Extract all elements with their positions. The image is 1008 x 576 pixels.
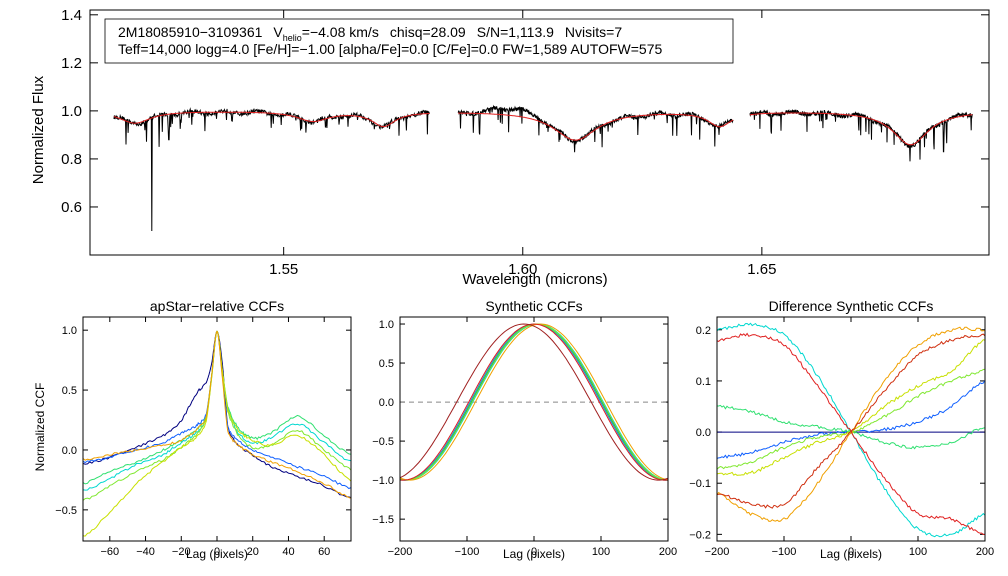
- annotation-vhelio-subscript: helio: [283, 33, 302, 43]
- synthetic-ccf-panel: Synthetic CCFs Lag (pixels) −200 −100 0 100…: [372, 298, 677, 561]
- difference-ccf-ticks: −200 −100 0 100 200 −0.2 −0.1 0.0 0.1 0.2: [689, 317, 994, 558]
- apstar-ccf-ticks: −60 −40 −20 0 20 40 60 −0.5 0.0 0.5 1.0: [55, 317, 351, 558]
- apstar-ccf-y-label: Normalized CCF: [33, 383, 47, 472]
- synthetic-ccf-line-7: [399, 323, 669, 481]
- difference-ccf-ytick-label: 0.2: [696, 325, 711, 337]
- annotation-line-2: Teff=14,000 logg=4.0 [Fe/H]=−1.00 [alpha…: [118, 41, 662, 57]
- synthetic-ccf-xtick-label: 100: [592, 546, 610, 558]
- apstar-ccf-xtick-label: −20: [172, 546, 191, 558]
- apstar-ccf-frame: [82, 316, 352, 542]
- apstar-ccf-ytick-label: 1.0: [62, 325, 77, 337]
- spectrum-ytick-label: 1.2: [61, 55, 82, 72]
- spectrum-ytick-label: 1.0: [61, 103, 82, 120]
- synthetic-ccf-x-label: Lag (pixels): [503, 547, 565, 561]
- spectrum-model-chip-2: [458, 112, 734, 141]
- apstar-ccf-xtick-label: 20: [247, 546, 259, 558]
- apstar-ccf-panel: apStar−relative CCFs Normalized CCF Lag …: [33, 298, 352, 561]
- apstar-ccf-xtick-label: −40: [136, 546, 155, 558]
- apstar-ccf-title: apStar−relative CCFs: [150, 298, 284, 314]
- spectrum-frame: [89, 9, 990, 256]
- apstar-ccf-xtick-label: 60: [318, 546, 330, 558]
- synthetic-ccf-xtick-label: 200: [659, 546, 677, 558]
- apstar-ccf-line-7: [82, 330, 352, 499]
- synthetic-ccf-ytick-label: 0.5: [379, 358, 394, 370]
- apstar-ccf-ytick-label: 0.0: [62, 445, 77, 457]
- annotation-line-1: 2M18085910−3109361 Vhelio=−4.08 km/s chisq…: [118, 24, 622, 43]
- difference-ccf-ytick-label: 0.0: [696, 427, 711, 439]
- synthetic-ccf-xtick-label: −200: [388, 546, 413, 558]
- annotation-star-id: 2M18085910−3109361: [118, 24, 263, 40]
- apstar-ccf-xtick-label: 40: [282, 546, 294, 558]
- synthetic-ccf-ytick-label: −0.5: [372, 436, 394, 448]
- spectrum-xtick-label: 1.55: [269, 261, 298, 278]
- apstar-ccf-xtick-label: 0: [214, 546, 220, 558]
- apstar-ccf-ytick-label: 0.5: [62, 385, 77, 397]
- spectrum-xtick-label: 1.60: [508, 261, 537, 278]
- difference-ccf-xtick-label: 100: [909, 546, 927, 558]
- apstar-ccf-lines: [82, 330, 352, 537]
- spectrum-ticks: 1.55 1.60 1.65 0.6 0.8 1.0 1.2 1.4: [61, 7, 989, 278]
- spectrum-model-chip-1: [113, 111, 430, 128]
- spectrum-panel: Normalized Flux Wavelength (microns) 1.5…: [30, 7, 990, 288]
- annotation-nvisits: Nvisits=7: [565, 24, 622, 40]
- difference-ccf-panel: Difference Synthetic CCFs Lag (pixels) −…: [689, 298, 994, 561]
- spectrum-lines: [113, 104, 973, 232]
- annotation-chisq: chisq=28.09: [390, 24, 466, 40]
- synthetic-ccf-ytick-label: 0.0: [379, 397, 394, 409]
- apstar-ccf-x-label: Lag (pixels): [186, 547, 248, 561]
- difference-ccf-lines: [716, 322, 986, 538]
- synthetic-ccf-title: Synthetic CCFs: [485, 298, 582, 314]
- spectrum-ytick-label: 0.8: [61, 151, 82, 168]
- difference-ccf-frame: [716, 316, 986, 542]
- difference-ccf-title: Difference Synthetic CCFs: [769, 298, 934, 314]
- synthetic-ccf-ytick-label: 1.0: [379, 319, 394, 331]
- spectrum-y-label: Normalized Flux: [30, 75, 47, 184]
- spectrum-observed-chip-2: [457, 104, 734, 153]
- synthetic-ccf-lines: [399, 323, 669, 481]
- difference-ccf-ytick-label: 0.1: [696, 376, 711, 388]
- apstar-ccf-ytick-label: −0.5: [55, 505, 77, 517]
- difference-ccf-x-label: Lag (pixels): [820, 547, 882, 561]
- synthetic-ccf-xtick-label: 0: [531, 546, 537, 558]
- annotation-vhelio-value: =−4.08 km/s: [302, 24, 379, 40]
- synthetic-ccf-ytick-label: −1.0: [372, 475, 394, 487]
- annotation-vhelio-prefix: V: [273, 24, 283, 40]
- difference-ccf-xtick-label: 0: [848, 546, 854, 558]
- synthetic-ccf-xtick-label: −100: [455, 546, 480, 558]
- spectrum-x-label: Wavelength (microns): [462, 271, 607, 288]
- difference-ccf-xtick-label: 200: [976, 546, 994, 558]
- apstar-ccf-xtick-label: −60: [100, 546, 119, 558]
- annotation-snr: S/N=1,113.9: [477, 24, 554, 40]
- synthetic-ccf-ticks: −200 −100 0 100 200 −1.5 −1.0 −0.5 0.0 0.5 1.0: [372, 317, 677, 558]
- difference-ccf-xtick-label: −200: [705, 546, 730, 558]
- difference-ccf-line-9: [716, 333, 986, 509]
- spectrum-annotation: 2M18085910−3109361 Vhelio=−4.08 km/s chisq…: [104, 18, 734, 64]
- difference-ccf-ytick-label: −0.2: [689, 529, 711, 541]
- spectrum-ytick-label: 1.4: [61, 7, 82, 24]
- difference-ccf-line-7: [716, 326, 986, 522]
- spectrum-xtick-label: 1.65: [747, 261, 776, 278]
- spectrum-model-chip-3: [749, 112, 973, 146]
- annotation-box: [104, 18, 734, 64]
- difference-ccf-xtick-label: −100: [772, 546, 797, 558]
- synthetic-ccf-line-6: [399, 323, 669, 481]
- synthetic-ccf-line-8: [399, 323, 669, 481]
- difference-ccf-ytick-label: −0.1: [689, 478, 711, 490]
- spectrum-ytick-label: 0.6: [61, 199, 82, 216]
- synthetic-ccf-ytick-label: −1.5: [372, 514, 394, 526]
- synthetic-ccf-frame: [399, 316, 669, 542]
